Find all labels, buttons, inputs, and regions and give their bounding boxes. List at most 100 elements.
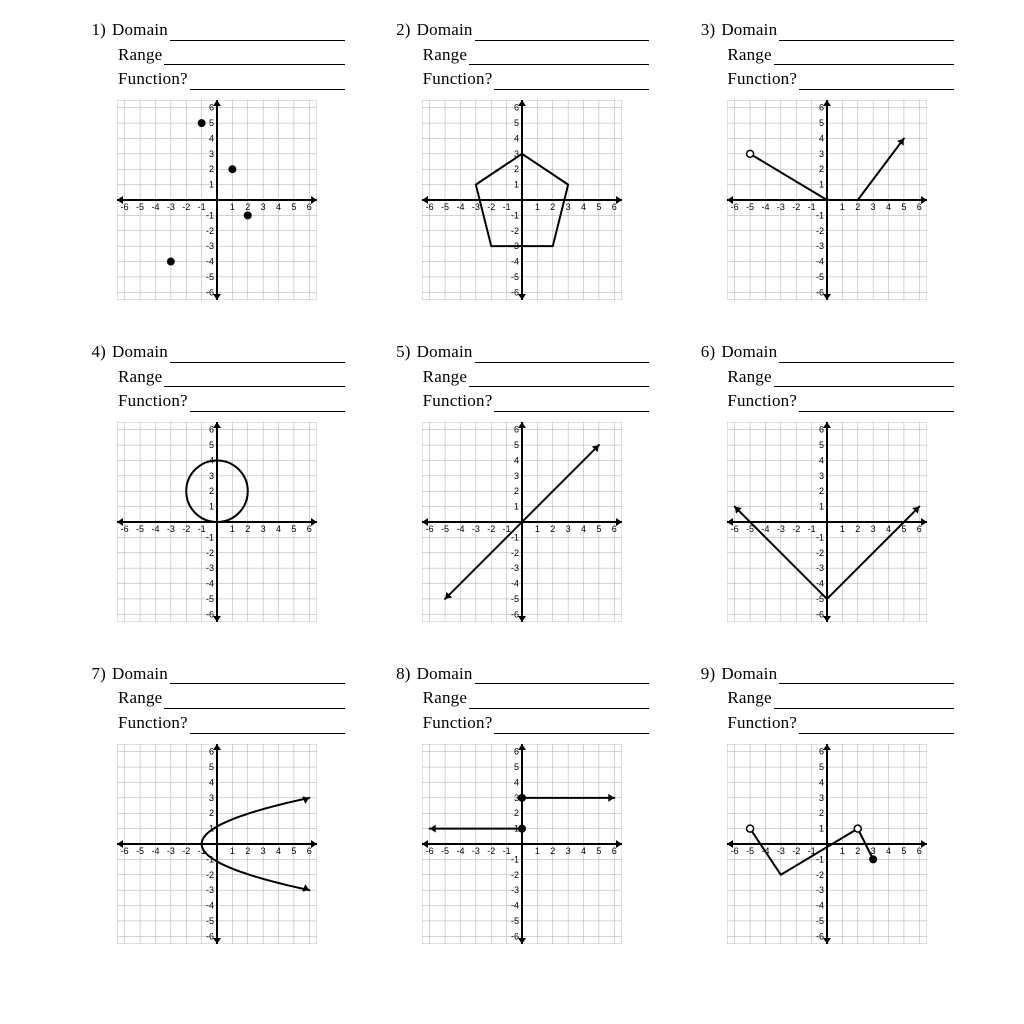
svg-text:6: 6 — [514, 103, 519, 113]
domain-label: Domain — [417, 340, 475, 365]
domain-blank[interactable] — [170, 23, 345, 41]
svg-text:5: 5 — [901, 524, 906, 534]
range-blank[interactable] — [774, 369, 954, 387]
domain-blank[interactable] — [779, 345, 954, 363]
svg-text:3: 3 — [819, 149, 824, 159]
function-blank[interactable] — [799, 72, 954, 90]
function-blank[interactable] — [494, 716, 649, 734]
svg-text:1: 1 — [230, 524, 235, 534]
svg-text:-4: -4 — [206, 578, 214, 588]
range-blank[interactable] — [164, 47, 344, 65]
svg-text:-4: -4 — [152, 524, 160, 534]
range-label: Range — [727, 686, 773, 711]
problem-1: 1) Domain Range Function? -6-6-5-5-4-4-3… — [90, 18, 345, 300]
svg-text:-1: -1 — [816, 210, 824, 220]
range-label: Range — [118, 686, 164, 711]
svg-text:2: 2 — [819, 808, 824, 818]
domain-blank[interactable] — [475, 23, 650, 41]
range-blank[interactable] — [469, 369, 649, 387]
svg-text:1: 1 — [514, 501, 519, 511]
svg-text:-2: -2 — [206, 226, 214, 236]
svg-text:-5: -5 — [816, 916, 824, 926]
coordinate-graph: -6-6-5-5-4-4-3-3-2-2-1-1112233445566 — [422, 744, 622, 944]
svg-text:-5: -5 — [206, 916, 214, 926]
problem-9: 9) Domain Range Function? -6-6-5-5-4-4-3… — [699, 662, 954, 944]
problem-number: 8) — [395, 662, 417, 687]
problem-6: 6) Domain Range Function? -6-6-5-5-4-4-3… — [699, 340, 954, 622]
svg-text:4: 4 — [209, 133, 214, 143]
svg-text:3: 3 — [566, 202, 571, 212]
svg-text:4: 4 — [514, 777, 519, 787]
range-blank[interactable] — [164, 691, 344, 709]
svg-text:1: 1 — [514, 180, 519, 190]
domain-blank[interactable] — [779, 667, 954, 685]
svg-text:-4: -4 — [152, 202, 160, 212]
function-blank[interactable] — [190, 72, 345, 90]
function-blank[interactable] — [190, 394, 345, 412]
domain-blank[interactable] — [170, 667, 345, 685]
svg-text:1: 1 — [819, 180, 824, 190]
problem-number: 3) — [699, 18, 721, 43]
coordinate-graph: -6-6-5-5-4-4-3-3-2-2-1-1112233445566 — [117, 744, 317, 944]
range-blank[interactable] — [164, 369, 344, 387]
svg-text:-2: -2 — [183, 524, 191, 534]
svg-text:5: 5 — [514, 440, 519, 450]
function-blank[interactable] — [799, 394, 954, 412]
svg-text:-3: -3 — [472, 202, 480, 212]
svg-text:4: 4 — [514, 133, 519, 143]
svg-text:5: 5 — [901, 846, 906, 856]
svg-text:5: 5 — [514, 118, 519, 128]
svg-text:4: 4 — [819, 777, 824, 787]
range-blank[interactable] — [469, 691, 649, 709]
svg-text:-5: -5 — [816, 272, 824, 282]
svg-text:4: 4 — [886, 524, 891, 534]
svg-text:-3: -3 — [472, 846, 480, 856]
svg-text:1: 1 — [840, 846, 845, 856]
function-blank[interactable] — [190, 716, 345, 734]
domain-blank[interactable] — [779, 23, 954, 41]
svg-text:-4: -4 — [152, 846, 160, 856]
domain-blank[interactable] — [170, 345, 345, 363]
function-label: Function? — [118, 67, 190, 92]
svg-text:-5: -5 — [136, 524, 144, 534]
range-blank[interactable] — [774, 691, 954, 709]
function-blank[interactable] — [494, 394, 649, 412]
range-label: Range — [423, 365, 469, 390]
svg-text:-3: -3 — [206, 885, 214, 895]
domain-blank[interactable] — [475, 345, 650, 363]
svg-text:-1: -1 — [816, 532, 824, 542]
domain-label: Domain — [721, 18, 779, 43]
svg-text:2: 2 — [550, 846, 555, 856]
svg-text:-4: -4 — [761, 524, 769, 534]
svg-text:4: 4 — [276, 846, 281, 856]
svg-text:-2: -2 — [792, 846, 800, 856]
svg-text:2: 2 — [514, 808, 519, 818]
svg-text:-4: -4 — [511, 578, 519, 588]
problem-8: 8) Domain Range Function? -6-6-5-5-4-4-3… — [395, 662, 650, 944]
function-label: Function? — [727, 711, 799, 736]
range-blank[interactable] — [469, 47, 649, 65]
svg-text:3: 3 — [209, 471, 214, 481]
svg-text:-4: -4 — [206, 900, 214, 910]
svg-text:-6: -6 — [730, 846, 738, 856]
svg-text:3: 3 — [870, 524, 875, 534]
svg-text:-6: -6 — [121, 202, 129, 212]
function-blank[interactable] — [494, 72, 649, 90]
svg-text:5: 5 — [819, 118, 824, 128]
svg-text:-3: -3 — [776, 846, 784, 856]
domain-blank[interactable] — [475, 667, 650, 685]
svg-text:5: 5 — [596, 846, 601, 856]
coordinate-graph: -6-6-5-5-4-4-3-3-2-2-1-1112233445566 — [727, 100, 927, 300]
svg-text:-5: -5 — [441, 524, 449, 534]
svg-text:-4: -4 — [816, 256, 824, 266]
svg-text:6: 6 — [819, 425, 824, 435]
svg-text:-2: -2 — [487, 202, 495, 212]
function-blank[interactable] — [799, 716, 954, 734]
svg-text:-2: -2 — [792, 202, 800, 212]
range-blank[interactable] — [774, 47, 954, 65]
svg-text:-2: -2 — [816, 870, 824, 880]
domain-label: Domain — [112, 340, 170, 365]
svg-text:-2: -2 — [816, 548, 824, 558]
svg-text:-5: -5 — [511, 272, 519, 282]
problem-number: 7) — [90, 662, 112, 687]
